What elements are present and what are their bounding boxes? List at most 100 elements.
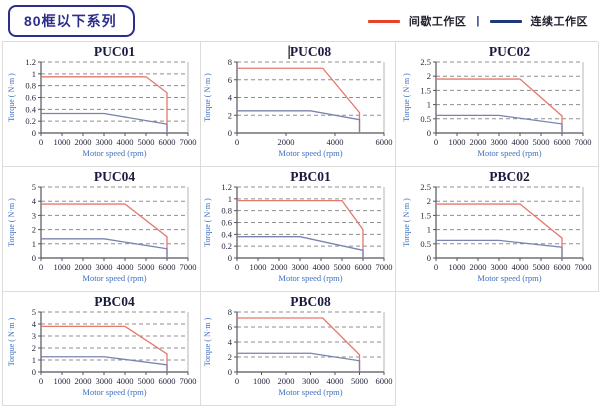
series-intermittent: [436, 203, 563, 258]
y-tick-label: 4: [228, 337, 233, 347]
chart-cell-PBC04: PBC04 0 1 2 3 4 5 0 1000 2000 3000 4000 5000 6000 7000…: [3, 292, 201, 406]
series-continuous: [436, 114, 563, 133]
y-tick-label: 0: [427, 128, 431, 138]
y-tick-label: 0.6: [25, 93, 36, 103]
y-tick-label: 2.5: [420, 182, 431, 192]
series-intermittent: [237, 67, 361, 133]
x-tick-label: 3000: [302, 376, 319, 386]
y-tick-label: 0.5: [420, 239, 431, 249]
torque-speed-chart: PUC04 0 1 2 3 4 5 0 1000 2000 3000 4000 5000 6000 7000…: [7, 169, 197, 283]
x-tick-label: 4000: [512, 137, 529, 147]
series-intermittent: [40, 325, 168, 372]
chart-cell-PUC01: PUC01 0 0.2 0.4 0.6 0.8 1 1.2 0 1000 2000 3000 4000 5…: [3, 42, 201, 167]
empty-cell: [396, 292, 599, 406]
y-tick-label: 2: [228, 352, 232, 362]
y-tick-label: 0: [228, 253, 232, 263]
x-tick-label: 2000: [470, 137, 487, 147]
y-tick-label: 4: [31, 196, 36, 206]
chart-cell-PUC04: PUC04 0 1 2 3 4 5 0 1000 2000 3000 4000 5000 6000 7000…: [3, 167, 201, 292]
series-continuous: [436, 239, 563, 258]
chart-title: PUC02: [489, 44, 530, 59]
x-tick-label: 6000: [376, 137, 393, 147]
x-tick-label: 0: [38, 376, 42, 386]
x-axis-label: Motor speed (rpm): [278, 148, 342, 158]
torque-speed-chart: PBC08 0 2 4 6 8 0 1000 2000 3000 4000 5000 6000 Motor…: [203, 294, 393, 397]
x-tick-label: 6000: [158, 262, 175, 272]
y-axis-label: Torque ( N·m ): [7, 73, 16, 122]
x-tick-label: 1000: [53, 137, 70, 147]
x-tick-label: 6000: [158, 376, 175, 386]
torque-speed-chart: PBC02 0 0.5 1 1.5 2 2.5 0 1000 2000 3000 4000 5000 60…: [402, 169, 592, 283]
x-tick-label: 0: [235, 376, 239, 386]
chart-title: PBC02: [489, 169, 530, 184]
y-tick-label: 0.8: [25, 81, 36, 91]
y-axis-label: Torque ( N·m ): [7, 317, 16, 366]
x-tick-label: 6000: [554, 137, 571, 147]
x-axis-label: Motor speed (rpm): [477, 273, 541, 283]
chart-cell-PUC02: PUC02 0 0.5 1 1.5 2 2.5 0 1000 2000 3000 4000 5000 60…: [396, 42, 599, 167]
x-tick-label: 3000: [292, 262, 309, 272]
x-tick-label: 6000: [158, 137, 175, 147]
y-tick-label: 0.2: [25, 116, 36, 126]
x-tick-label: 2000: [278, 376, 295, 386]
x-tick-label: 6000: [355, 262, 372, 272]
text-cursor: [288, 45, 290, 59]
x-tick-label: 4000: [512, 262, 529, 272]
x-tick-label: 3000: [95, 262, 112, 272]
series-intermittent: [237, 199, 364, 258]
series-title-badge: 80框以下系列: [8, 5, 135, 37]
y-tick-label: 2: [427, 196, 431, 206]
torque-speed-chart: PUC01 0 0.2 0.40.6 0.8 1 1.2 0 1000 2000 3000 4000 5…: [7, 44, 197, 158]
x-tick-label: 5000: [533, 262, 550, 272]
y-tick-label: 6: [228, 75, 232, 85]
y-tick-label: 0: [427, 253, 431, 263]
y-tick-label: 0.6: [221, 218, 232, 228]
chart-cell-PBC02: PBC02 0 0.5 1 1.5 2 2.5 0 1000 2000 3000 4000 5000 60…: [396, 167, 599, 292]
x-tick-label: 3000: [491, 137, 508, 147]
y-tick-label: 0.4: [221, 229, 232, 239]
y-axis-label: Torque ( N·m ): [203, 73, 212, 122]
y-axis-label: Torque ( N·m ): [402, 198, 411, 247]
y-tick-label: 2.5: [420, 57, 431, 67]
y-tick-label: 8: [228, 57, 232, 67]
series-continuous: [237, 110, 361, 133]
y-tick-label: 2: [228, 110, 232, 120]
y-tick-label: 1.5: [420, 210, 431, 220]
torque-speed-chart: PBC04 0 1 2 3 4 5 0 1000 2000 3000 4000 5000 6000 7000…: [7, 294, 197, 397]
x-tick-label: 0: [38, 137, 42, 147]
chart-cell-PUC08: PUC08 0 2 4 6 8 0 2000 4000 6000 Motor speed (rpm)…: [201, 42, 396, 167]
legend: 间歇工作区 | 连续工作区: [367, 13, 588, 29]
y-tick-label: 8: [228, 307, 232, 317]
y-tick-label: 1: [427, 225, 431, 235]
x-axis-label: Motor speed (rpm): [278, 387, 342, 397]
torque-speed-chart: PBC01 0 0.2 0.40.6 0.8 1 1.2 0 1000 2000 3000 4000 5…: [203, 169, 393, 283]
x-tick-label: 7000: [179, 262, 196, 272]
x-tick-label: 5000: [334, 262, 351, 272]
series-continuous: [237, 236, 364, 258]
intermittent-zone-label: 间歇工作区: [408, 16, 467, 28]
x-axis-label: Motor speed (rpm): [82, 273, 146, 283]
x-tick-label: 0: [235, 262, 239, 272]
x-tick-label: 4000: [327, 376, 344, 386]
y-axis-label: Torque ( N·m ): [203, 198, 212, 247]
x-tick-label: 1000: [53, 376, 70, 386]
y-tick-label: 4: [31, 319, 36, 329]
x-tick-label: 4000: [116, 262, 133, 272]
series-continuous: [40, 356, 168, 372]
x-tick-label: 7000: [376, 262, 393, 272]
x-tick-label: 5000: [137, 137, 154, 147]
series-intermittent: [40, 203, 168, 258]
series-continuous: [237, 352, 361, 372]
y-tick-label: 1: [427, 100, 431, 110]
y-tick-label: 0: [31, 128, 35, 138]
y-axis-label: Torque ( N·m ): [203, 317, 212, 366]
x-tick-label: 4000: [116, 137, 133, 147]
torque-speed-chart: PUC08 0 2 4 6 8 0 2000 4000 6000 Motor speed (rpm)…: [203, 44, 393, 158]
chart-cell-PBC01: PBC01 0 0.2 0.4 0.6 0.8 1 1.2 0 1000 2000 3000 4000 5…: [201, 167, 396, 292]
x-axis-label: Motor speed (rpm): [477, 148, 541, 158]
y-tick-label: 2: [31, 225, 35, 235]
x-tick-label: 1000: [250, 262, 267, 272]
series-continuous: [40, 238, 168, 258]
y-tick-label: 0: [228, 128, 232, 138]
chart-grid: PUC01 0 0.2 0.4 0.6 0.8 1 1.2 0 1000 2000 3000 4000 5…: [2, 41, 599, 406]
